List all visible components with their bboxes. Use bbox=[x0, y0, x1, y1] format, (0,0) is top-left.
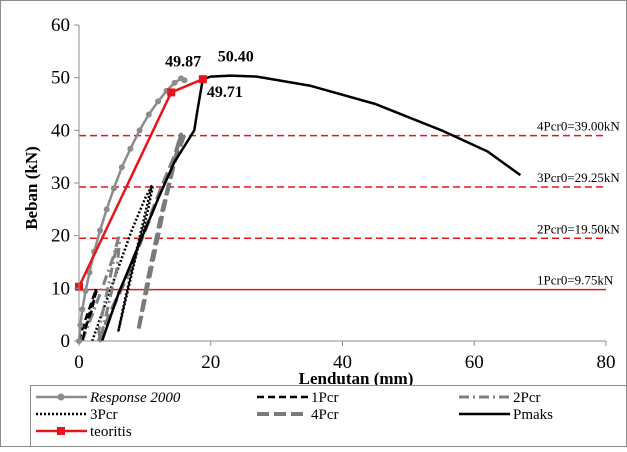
teoritis-point bbox=[167, 88, 176, 97]
y-tick-label: 20 bbox=[51, 226, 70, 247]
legend-marker bbox=[57, 427, 65, 435]
peak-label: 49.87 bbox=[165, 53, 201, 70]
response-2000-point bbox=[155, 98, 162, 105]
reference-label-1: 1Pcr0=9.75kN bbox=[537, 273, 614, 288]
response-2000-point bbox=[136, 127, 143, 134]
x-axis-title: Lendutan (mm) bbox=[299, 369, 414, 388]
legend: Response 2000 1Pcr 2Pcr 3Pcr 4Pcr Pmaks teorit… bbox=[36, 390, 553, 440]
peak-label: 50.40 bbox=[218, 49, 254, 66]
response-2000-point bbox=[82, 287, 89, 294]
axes: 0 10 20 30 40 50 60 0 20 40 60 80 bbox=[51, 15, 616, 373]
legend-label: 4Pcr bbox=[311, 407, 339, 423]
legend-marker bbox=[57, 393, 65, 401]
reference-label-4: 4Pcr0=39.00kN bbox=[537, 119, 620, 134]
y-tick-label: 0 bbox=[61, 331, 71, 352]
y-tick-label: 10 bbox=[51, 278, 70, 299]
y-tick-label: 50 bbox=[51, 68, 70, 89]
response-2000-point bbox=[110, 185, 117, 192]
legend-label: 3Pcr bbox=[90, 407, 118, 423]
y-tick-label: 60 bbox=[51, 15, 70, 36]
response-2000-point bbox=[145, 111, 152, 118]
legend-label: Response 2000 bbox=[89, 390, 181, 406]
response-2000-point bbox=[77, 322, 84, 329]
legend-label: Pmaks bbox=[513, 407, 553, 423]
x-tick-label: 60 bbox=[465, 352, 484, 373]
x-tick-label: 80 bbox=[597, 352, 616, 373]
legend-box bbox=[30, 385, 627, 447]
reference-label-3: 3Pcr0=29.25kN bbox=[537, 170, 620, 185]
series-line-4pcr bbox=[96, 132, 187, 342]
reference-label-2: 2Pcr0=19.50kN bbox=[537, 221, 620, 236]
legend-label: teoritis bbox=[90, 424, 132, 440]
response-2000-point bbox=[171, 79, 178, 86]
peak-label: 49.71 bbox=[207, 84, 243, 101]
annotations: 49.87 50.40 49.71 bbox=[165, 49, 254, 102]
response-2000-point bbox=[103, 206, 110, 213]
y-tick-label: 30 bbox=[51, 173, 70, 194]
response-2000-point bbox=[118, 164, 125, 171]
x-tick-label: 20 bbox=[201, 352, 220, 373]
reference-lines: 1Pcr0=9.75kN 2Pcr0=19.50kN 3Pcr0=29.25kN 4P… bbox=[79, 119, 620, 291]
x-tick-label: 40 bbox=[333, 352, 352, 373]
x-tick-label: 0 bbox=[74, 352, 84, 373]
legend-label: 2Pcr bbox=[513, 390, 541, 406]
response-2000-point bbox=[86, 269, 93, 276]
response-2000-point bbox=[181, 77, 188, 84]
response-2000-point bbox=[127, 145, 134, 152]
y-tick-label: 40 bbox=[51, 120, 70, 141]
response-2000-point bbox=[79, 306, 86, 313]
legend-label: 1Pcr bbox=[311, 390, 339, 406]
series-line-1pcr bbox=[77, 287, 99, 343]
teoritis-point bbox=[198, 75, 207, 84]
y-axis-title: Beban (kN) bbox=[22, 146, 41, 230]
series-layer bbox=[75, 74, 522, 344]
response-2000-point bbox=[97, 227, 104, 234]
